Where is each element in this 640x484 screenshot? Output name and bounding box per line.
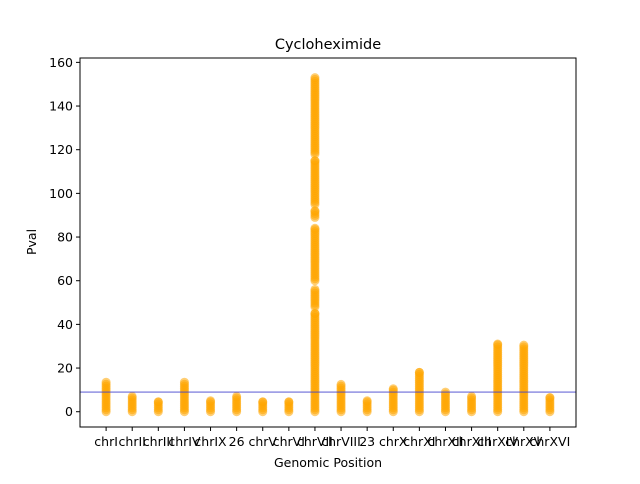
data-point	[284, 397, 294, 407]
x-tick-label: chrVI	[273, 434, 305, 449]
data-point	[310, 284, 320, 294]
data-point	[362, 396, 372, 406]
data-point	[467, 391, 477, 401]
y-tick-label: 0	[65, 404, 73, 419]
plot-frame	[79, 57, 577, 428]
y-tick-label: 140	[49, 99, 73, 114]
x-tick-label: chrVIII	[321, 434, 361, 449]
data-point	[101, 377, 111, 387]
x-tick-label: chrXIII	[452, 434, 492, 449]
x-axis-label: Genomic Position	[274, 455, 382, 470]
x-tick-label: chrXI	[403, 434, 435, 449]
x-tick-label: chrXII	[428, 434, 464, 449]
data-point	[153, 397, 163, 407]
data-point	[545, 393, 555, 403]
x-tick-label: chrXVI	[530, 434, 571, 449]
y-tick-label: 80	[57, 230, 73, 245]
data-point	[519, 340, 529, 350]
x-tick-label: chrIII	[143, 434, 174, 449]
x-tick-label: chrXV	[505, 434, 542, 449]
data-point	[336, 379, 346, 389]
x-tick-label: 23	[359, 434, 375, 449]
data-point	[127, 391, 137, 401]
data-point	[310, 73, 320, 83]
data-point	[310, 223, 320, 233]
y-tick-label: 40	[57, 317, 73, 332]
x-tick-label: chrIV	[168, 434, 201, 449]
data-point	[232, 391, 242, 401]
x-tick-label: chrXIV	[477, 434, 518, 449]
x-tick-label: chrV	[248, 434, 277, 449]
x-tick-label: chrII	[119, 434, 146, 449]
y-tick-label: 160	[49, 55, 73, 70]
data-point	[388, 384, 398, 394]
x-tick-label: chrX	[379, 434, 408, 449]
data-point	[206, 396, 216, 406]
y-axis-label: Pval	[24, 229, 39, 255]
data-point	[414, 367, 424, 377]
chart-title: Cycloheximide	[275, 37, 381, 53]
data-point	[310, 308, 320, 318]
y-tick-label: 60	[57, 273, 73, 288]
x-tick-label: chrIX	[194, 434, 227, 449]
y-tick-label: 20	[57, 361, 73, 376]
x-tick-label: chrI	[94, 434, 118, 449]
y-tick-label: 100	[49, 186, 73, 201]
data-point	[179, 377, 189, 387]
data-point	[258, 397, 268, 407]
data-point	[493, 339, 503, 349]
y-tick-label: 120	[49, 142, 73, 157]
x-tick-label: 26	[229, 434, 245, 449]
data-point	[310, 206, 320, 216]
data-point	[310, 156, 320, 166]
points-layer	[101, 73, 555, 417]
y-axis: 0 20 40 60 80 100 120 140 160	[49, 55, 80, 419]
x-tick-label: chrVII	[297, 434, 333, 449]
